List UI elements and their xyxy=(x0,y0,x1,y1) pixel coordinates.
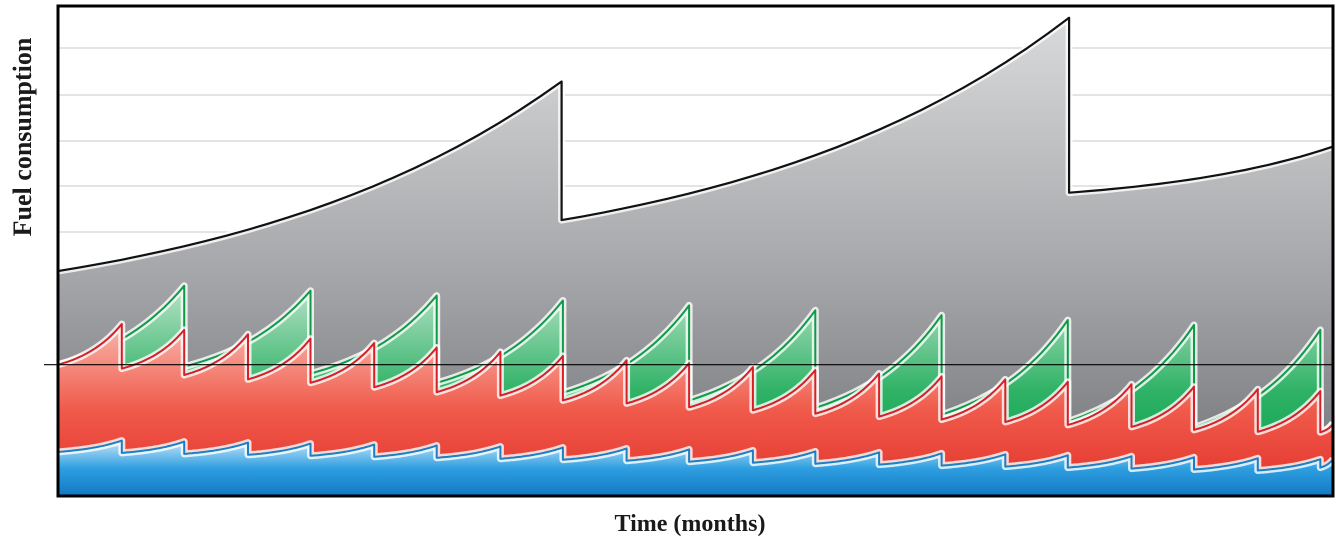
series-line-3 xyxy=(57,323,1334,434)
y-axis-title: Fuel consumption xyxy=(8,37,37,236)
x-axis-title: Time (months) xyxy=(615,511,766,537)
series-area-4 xyxy=(58,440,1333,496)
series-line-4 xyxy=(57,439,1334,472)
plot-frame xyxy=(56,4,1335,498)
series-line-1 xyxy=(57,16,1334,273)
series-layer xyxy=(57,14,1336,497)
